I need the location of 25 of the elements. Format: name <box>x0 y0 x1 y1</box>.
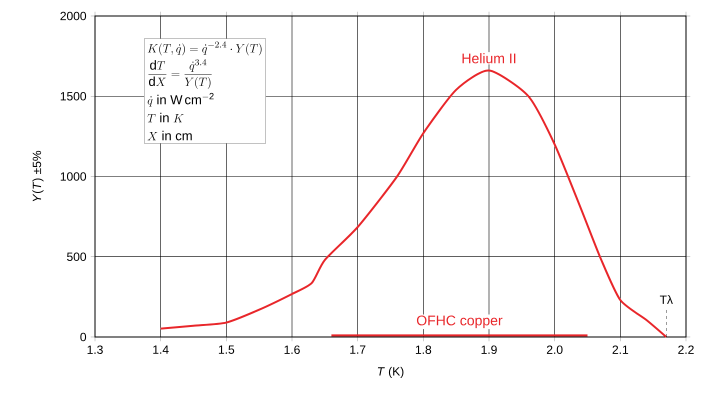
x-tick-label: 1.6 <box>284 345 300 354</box>
y-tick-label: 1500 <box>60 92 86 100</box>
y-tick-label: 500 <box>67 252 86 261</box>
x-tick-label: 1.5 <box>218 345 234 354</box>
annotation: $X\ \mathrm{in\ cm}$ <box>148 130 192 140</box>
x-tick-label: 1.7 <box>350 345 366 354</box>
x-tick-label: 2.1 <box>612 345 628 354</box>
series-label: OFHC copper <box>416 315 502 328</box>
x-tick-label: 1.9 <box>482 345 497 354</box>
x-tick-label: 1.3 <box>88 345 103 354</box>
annotation: $K(T,\dot{q}) = \dot{q}^{-2.4}\cdot Y(T)$ <box>148 41 262 56</box>
y-axis-title: Y(T) ±5% <box>32 150 44 202</box>
x-tick-label: 1.8 <box>416 345 432 354</box>
x-tick-label: 2.0 <box>546 345 563 354</box>
annotation: $\dot{q}\ \mathrm{in\ W\,cm^{-2}}$ <box>148 92 214 107</box>
ref-line-label: Tλ <box>660 295 673 304</box>
annotation: $T\ \mathrm{in}\ K$ <box>148 112 184 122</box>
x-tick-label: 1.4 <box>153 345 169 354</box>
y-tick-label: 1000 <box>60 172 86 181</box>
y-tick-label: 0 <box>80 332 86 342</box>
x-tick-label: 2.2 <box>678 345 694 354</box>
series-label: Helium II <box>462 53 516 64</box>
annotation: $\frac{\mathrm{d}T}{\mathrm{d}X} = \frac{\dot{q}^{3.4}}{Y(T)}$ <box>148 59 212 89</box>
x-axis-title: T (K) <box>378 366 404 378</box>
y-tick-label: 2000 <box>60 12 86 20</box>
